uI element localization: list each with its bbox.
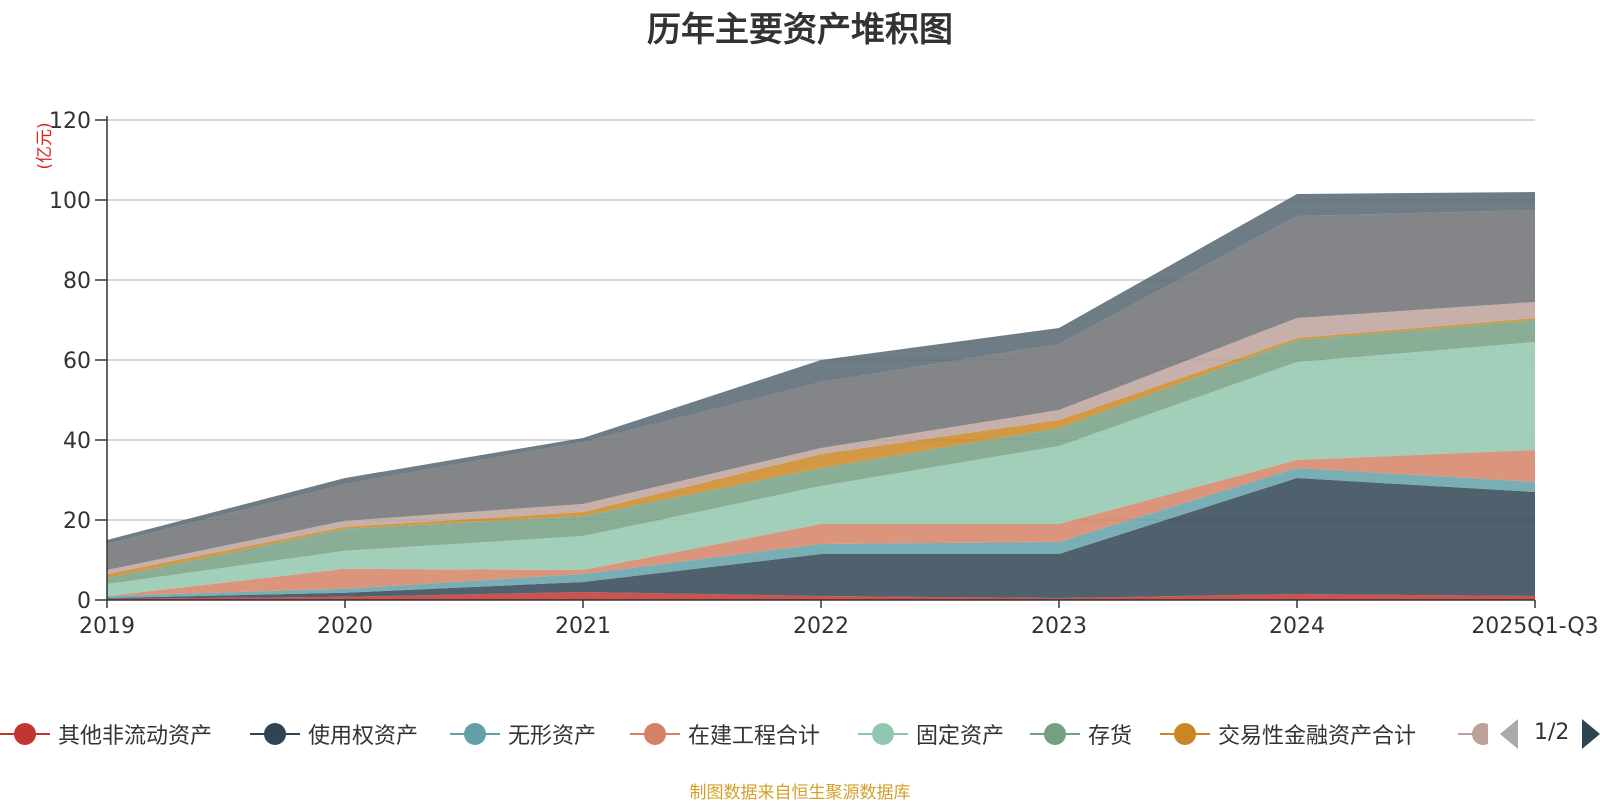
legend-item[interactable]: 在建工程合计 (630, 716, 820, 752)
legend-marker-icon (250, 716, 300, 752)
y-tick-label: 120 (49, 109, 91, 134)
legend-marker-icon (630, 716, 680, 752)
area-series-5 (107, 320, 1535, 584)
x-tick-label: 2021 (555, 614, 611, 639)
source-note: 制图数据来自恒生聚源数据库 (689, 783, 911, 803)
legend-marker-icon (1160, 716, 1210, 752)
legend-item-label: 固定资产 (916, 724, 1005, 749)
area-series-9 (107, 192, 1535, 544)
legend-item[interactable]: 其他非流动资产 (0, 716, 212, 752)
x-tick-label: 2024 (1269, 614, 1325, 639)
y-axis-unit-label: (亿元) (35, 122, 55, 169)
legend-marker-icon (858, 716, 908, 752)
legend: 其他非流动资产 使用权资产 无形资产 在建工程合计 固定资产 存货 交易性金融资产合计 (0, 716, 1600, 752)
legend-item-label: 在建工程合计 (688, 724, 821, 749)
x-tick-label: 2020 (317, 614, 373, 639)
area-series-group (107, 192, 1535, 600)
legend-item[interactable]: 交易性金融资产合计 (1160, 716, 1416, 752)
area-series-8 (107, 210, 1535, 570)
y-tick-label: 20 (63, 509, 91, 534)
legend-marker-icon (0, 716, 50, 752)
y-tick-label: 60 (63, 349, 91, 374)
legend-page-indicator: 1/2 (1534, 720, 1570, 745)
x-tick-label: 2025Q1-Q3 (1471, 614, 1598, 639)
legend-item-label: 使用权资产 (308, 724, 419, 749)
legend-item-label: 交易性金融资产合计 (1218, 724, 1417, 749)
y-tick-label: 100 (49, 189, 91, 214)
axes: 0 20 40 60 80 100 120 2019 2020 2021 2022 2023 2024 2… (35, 109, 1599, 639)
area-series-3 (107, 450, 1535, 596)
legend-item-label: 无形资产 (508, 724, 597, 749)
legend-marker-icon (1458, 716, 1488, 752)
legend-next-page-icon[interactable] (1582, 719, 1600, 749)
x-tick-label: 2022 (793, 614, 849, 639)
area-series-2 (107, 468, 1535, 598)
legend-item-clipped[interactable] (1458, 716, 1488, 752)
legend-prev-page-icon[interactable] (1500, 719, 1518, 749)
y-tick-label: 40 (63, 429, 91, 454)
chart-title: 历年主要资产堆积图 (647, 10, 953, 50)
x-tick-label: 2019 (79, 614, 135, 639)
legend-pager: 1/2 (1500, 716, 1600, 752)
area-series-7 (107, 302, 1535, 574)
legend-item[interactable]: 存货 (1030, 716, 1132, 752)
legend-item[interactable]: 无形资产 (450, 716, 596, 752)
legend-item[interactable]: 使用权资产 (250, 716, 418, 752)
legend-item[interactable]: 固定资产 (858, 716, 1004, 752)
legend-marker-icon (450, 716, 500, 752)
y-tick-label: 0 (77, 589, 91, 614)
x-tick-label: 2023 (1031, 614, 1087, 639)
area-series-6 (107, 318, 1535, 578)
y-tick-label: 80 (63, 269, 91, 294)
legend-item-label: 其他非流动资产 (58, 724, 213, 749)
area-series-4 (107, 342, 1535, 596)
legend-item-label: 存货 (1088, 724, 1133, 749)
stacked-area-chart: 0 20 40 60 80 100 120 2019 2020 2021 2022 2023 2024 2… (35, 109, 1599, 639)
legend-marker-icon (1030, 716, 1080, 752)
area-series-1 (107, 478, 1535, 599)
